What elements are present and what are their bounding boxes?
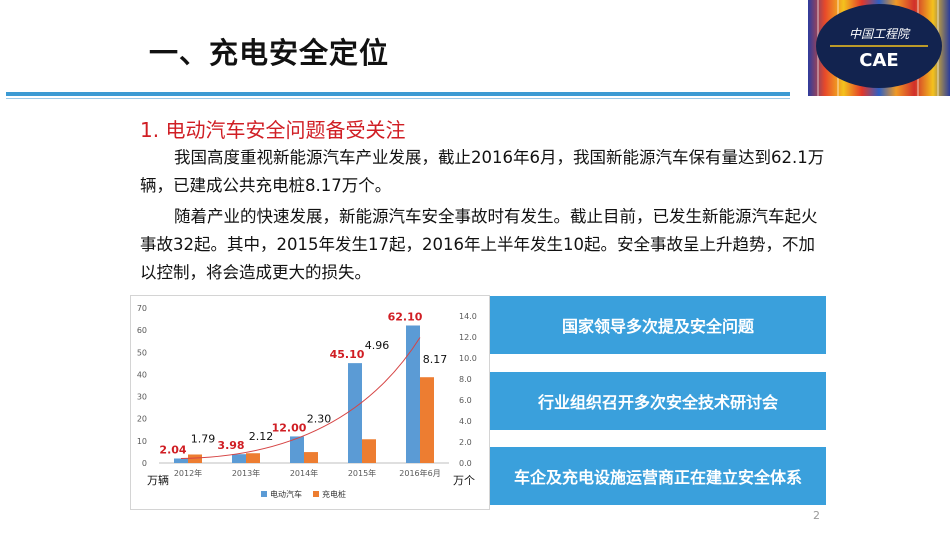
ev-data-label: 45.10 — [330, 348, 365, 361]
charger-data-label: 2.30 — [307, 412, 332, 425]
legend-swatch-charger — [313, 491, 319, 497]
y-right-tick-label: 0.0 — [459, 459, 472, 468]
trendline — [180, 337, 421, 459]
bar-charger-4 — [420, 377, 434, 463]
y-right-tick-label: 10.0 — [459, 354, 477, 363]
y-left-tick-label: 40 — [137, 370, 147, 379]
paragraph-2: 随着产业的快速发展，新能源汽车安全事故时有发生。截止目前，已发生新能源汽车起火事… — [140, 207, 818, 282]
y-left-tick-label: 20 — [137, 415, 147, 424]
y-right-tick-label: 6.0 — [459, 396, 472, 405]
bar-charger-1 — [246, 453, 260, 463]
bar-ev-3 — [348, 363, 362, 463]
chart-frame: 0 10 20 30 40 50 60 70 0.0 2.0 4.0 6.0 8.0 10.0 12.0 14… — [130, 295, 490, 510]
bar-ev-0 — [174, 458, 188, 463]
y-left-tick-label: 0 — [142, 459, 147, 468]
box-leaders: 国家领导多次提及安全问题 — [490, 296, 826, 354]
x-tick-label: 2014年 — [290, 468, 318, 478]
bar-ev-1 — [232, 454, 246, 463]
x-tick-label: 2016年6月 — [399, 468, 440, 478]
cae-logo: 中国工程院 CAE — [808, 0, 950, 96]
bar-chart: 0 10 20 30 40 50 60 70 0.0 2.0 4.0 6.0 8.0 10.0 12.0 14… — [137, 304, 477, 499]
bar-ev-4 — [406, 325, 420, 463]
y-left-tick-label: 30 — [137, 393, 147, 402]
y-left-tick-label: 10 — [137, 437, 147, 446]
ev-data-label: 2.04 — [159, 443, 186, 456]
bar-ev-2 — [290, 436, 304, 463]
y-right-tick-label: 12.0 — [459, 333, 477, 342]
ev-data-label: 3.98 — [217, 439, 244, 452]
y-right-tick-label: 8.0 — [459, 375, 472, 384]
x-tick-label: 2015年 — [348, 468, 376, 478]
logo-abbr: CAE — [859, 50, 898, 71]
box-enterprises: 车企及充电设施运营商正在建立安全体系 — [490, 447, 826, 505]
y-left-tick-label: 60 — [137, 326, 147, 335]
legend-swatch-ev — [261, 491, 267, 497]
ev-data-label: 62.10 — [388, 310, 423, 323]
y-right-unit-label: 万个 — [453, 474, 475, 487]
charger-data-label: 8.17 — [423, 353, 448, 366]
ev-data-label: 12.00 — [272, 421, 307, 434]
bar-charger-0 — [188, 454, 202, 463]
section-heading: 1. 电动汽车安全问题备受关注 — [140, 118, 406, 142]
y-right-tick-label: 4.0 — [459, 417, 472, 426]
legend-label-ev: 电动汽车 — [270, 489, 302, 499]
box-industry: 行业组织召开多次安全技术研讨会 — [490, 372, 826, 430]
page-number: 2 — [813, 509, 820, 522]
y-left-tick-label: 50 — [137, 348, 147, 357]
y-right-tick-label: 2.0 — [459, 438, 472, 447]
y-right-tick-label: 14.0 — [459, 312, 477, 321]
charger-data-label: 1.79 — [191, 432, 216, 445]
charger-data-label: 4.96 — [365, 339, 390, 352]
bar-charger-2 — [304, 452, 318, 463]
logo-chinese-text: 中国工程院 — [849, 27, 911, 41]
paragraph-1: 我国高度重视新能源汽车产业发展，截止2016年6月，我国新能源汽车保有量达到62… — [140, 148, 825, 195]
x-tick-label: 2013年 — [232, 468, 260, 478]
title-rule — [6, 92, 790, 96]
bar-charger-3 — [362, 439, 376, 463]
y-left-tick-label: 70 — [137, 304, 147, 313]
y-left-unit-label: 万辆 — [147, 473, 169, 487]
legend-label-charger: 充电桩 — [322, 489, 346, 499]
slide-title: 一、充电安全定位 — [149, 36, 390, 70]
x-tick-label: 2012年 — [174, 468, 202, 478]
title-rule-thin — [6, 98, 790, 99]
charger-data-label: 2.12 — [249, 430, 274, 443]
